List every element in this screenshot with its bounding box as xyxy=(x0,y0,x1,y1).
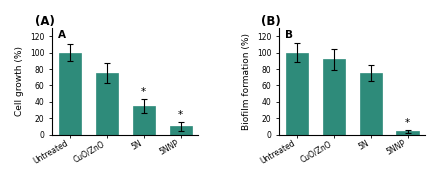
Bar xyxy=(133,106,155,135)
Text: (B): (B) xyxy=(261,15,281,28)
Text: *: * xyxy=(141,87,146,97)
Text: *: * xyxy=(178,110,183,120)
Bar xyxy=(170,126,192,135)
Bar xyxy=(95,73,118,135)
Text: (A): (A) xyxy=(35,15,54,28)
Text: B: B xyxy=(285,30,293,40)
Bar xyxy=(286,53,308,135)
Bar xyxy=(359,73,382,135)
Y-axis label: Biofilm formation (%): Biofilm formation (%) xyxy=(242,33,251,130)
Bar xyxy=(59,53,81,135)
Text: *: * xyxy=(405,118,410,128)
Bar xyxy=(397,131,419,135)
Y-axis label: Cell growth (%): Cell growth (%) xyxy=(15,46,24,116)
Bar xyxy=(322,59,345,135)
Text: A: A xyxy=(58,30,66,40)
